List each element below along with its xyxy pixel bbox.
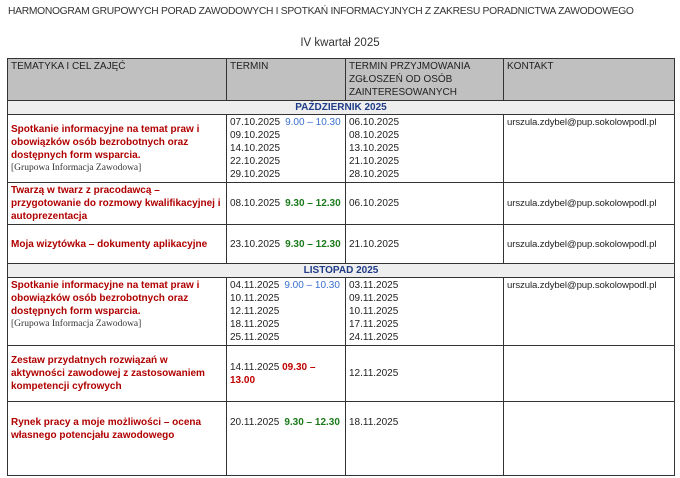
date: 18.11.2025: [230, 319, 280, 330]
table-row: Zestaw przydatnych rozwiązań w aktywnośc…: [7, 345, 675, 402]
time-range: 9.00 – 10.30: [285, 117, 341, 128]
time-range: 9.30 – 12.30: [285, 198, 341, 209]
date: 14.11.2025: [230, 361, 280, 373]
deadline: 06.10.2025: [349, 117, 400, 128]
header-deadline: TERMIN PRZYJMOWANIA ZGŁOSZEŃ OD OSÓB ZAI…: [345, 58, 504, 101]
time-range: 9.30 – 12.30: [285, 238, 341, 250]
contact-email[interactable]: urszula.zdybel@pup.sokolowpodl.pl: [503, 114, 675, 183]
header-contact: KONTAKT: [503, 58, 675, 101]
topic-note: [Grupowa Informacja Zawodowa]: [11, 319, 142, 329]
quarter-subtitle: IV kwartał 2025: [300, 37, 380, 49]
month-october: PAŹDZIERNIK 2025: [7, 100, 675, 115]
date: 29.10.2025: [230, 169, 281, 180]
topic-text: Zestaw przydatnych rozwiązań w aktywnośc…: [7, 345, 227, 402]
table-row: Twarzą w twarz z pracodawcą – przygotowa…: [7, 182, 675, 225]
date: 23.10.2025: [230, 238, 281, 250]
deadline: 28.10.2025: [349, 169, 400, 180]
time-range: 09.30 – 13.00: [230, 361, 316, 386]
document-title: HARMONOGRAM GRUPOWYCH PORAD ZAWODOWYCH I…: [8, 6, 634, 17]
deadline: 03.11.2025: [349, 280, 399, 291]
deadline: 24.11.2025: [349, 332, 399, 343]
table-row: Rynek pracy a moje możliwości – ocena wł…: [7, 401, 675, 476]
date: 10.11.2025: [230, 293, 280, 304]
date: 20.11.2025: [230, 417, 280, 428]
time-range: 9.30 – 12.30: [284, 417, 340, 428]
deadline: 13.10.2025: [349, 143, 400, 154]
deadline: 08.10.2025: [349, 130, 400, 141]
topic-text: Moja wizytówka – dokumenty aplikacyjne: [7, 224, 227, 264]
schedule-table: TEMATYKA I CEL ZAJĘĆ TERMIN TERMIN PRZYJ…: [7, 58, 675, 476]
deadline: 10.11.2025: [349, 306, 399, 317]
contact-email[interactable]: urszula.zdybel@pup.sokolowpodl.pl: [503, 224, 675, 264]
contact-email[interactable]: urszula.zdybel@pup.sokolowpodl.pl: [503, 182, 675, 225]
deadline: 18.11.2025: [345, 401, 504, 476]
table-row: Moja wizytówka – dokumenty aplikacyjne 2…: [7, 224, 675, 264]
date: 14.10.2025: [230, 143, 281, 154]
deadline: 17.11.2025: [349, 319, 399, 330]
topic-text: Spotkanie informacyjne na temat praw i o…: [11, 280, 200, 317]
contact-empty: [503, 345, 675, 402]
header-date: TERMIN: [226, 58, 346, 101]
table-row: Spotkanie informacyjne na temat praw i o…: [7, 277, 675, 346]
header-row: TEMATYKA I CEL ZAJĘĆ TERMIN TERMIN PRZYJ…: [7, 58, 675, 101]
deadline: 21.10.2025: [349, 156, 400, 167]
deadline: 06.10.2025: [345, 182, 504, 225]
date: 08.10.2025: [230, 198, 281, 209]
date: 22.10.2025: [230, 156, 281, 167]
month-november: LISTOPAD 2025: [7, 263, 675, 278]
date: 12.11.2025: [230, 306, 280, 317]
deadline: 09.11.2025: [349, 293, 399, 304]
topic-note: [Grupowa Informacja Zawodowa]: [11, 162, 142, 173]
contact-email[interactable]: urszula.zdybel@pup.sokolowpodl.pl: [503, 277, 675, 346]
deadline: 12.11.2025: [345, 345, 504, 402]
topic-text: Spotkanie informacyjne na temat praw i o…: [11, 123, 200, 161]
topic-text: Rynek pracy a moje możliwości – ocena wł…: [7, 401, 227, 476]
date: 07.10.2025: [230, 117, 281, 128]
time-range: 9.00 – 10.30: [284, 280, 340, 291]
date: 25.11.2025: [230, 332, 280, 343]
topic-text: Twarzą w twarz z pracodawcą – przygotowa…: [7, 182, 227, 225]
date: 04.11.2025: [230, 280, 280, 291]
contact-empty: [503, 401, 675, 476]
deadline: 21.10.2025: [345, 224, 504, 264]
header-topic: TEMATYKA I CEL ZAJĘĆ: [7, 58, 227, 101]
date: 09.10.2025: [230, 130, 281, 141]
table-row: Spotkanie informacyjne na temat praw i o…: [7, 114, 675, 183]
